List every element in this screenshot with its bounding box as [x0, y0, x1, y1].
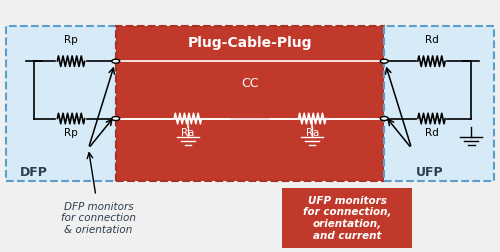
- Text: DFP monitors
for connection
& orientation: DFP monitors for connection & orientatio…: [61, 202, 136, 235]
- Text: Rp: Rp: [64, 35, 78, 45]
- FancyBboxPatch shape: [282, 188, 412, 248]
- Text: DFP: DFP: [20, 166, 48, 179]
- Text: Rd: Rd: [424, 35, 438, 45]
- Text: UFP: UFP: [416, 166, 444, 179]
- FancyBboxPatch shape: [116, 26, 384, 181]
- Text: Ra: Ra: [306, 129, 319, 138]
- Circle shape: [112, 59, 120, 63]
- Circle shape: [380, 116, 388, 120]
- Text: Ra: Ra: [181, 129, 194, 138]
- FancyBboxPatch shape: [384, 26, 494, 181]
- Text: CC: CC: [241, 77, 259, 90]
- Circle shape: [380, 59, 388, 63]
- Text: Rp: Rp: [64, 129, 78, 138]
- Text: Plug-Cable-Plug: Plug-Cable-Plug: [188, 36, 312, 49]
- Circle shape: [112, 116, 120, 120]
- Text: UFP monitors
for connection,
orientation,
and current: UFP monitors for connection, orientation…: [302, 196, 391, 241]
- FancyBboxPatch shape: [6, 26, 116, 181]
- Text: Rd: Rd: [424, 129, 438, 138]
